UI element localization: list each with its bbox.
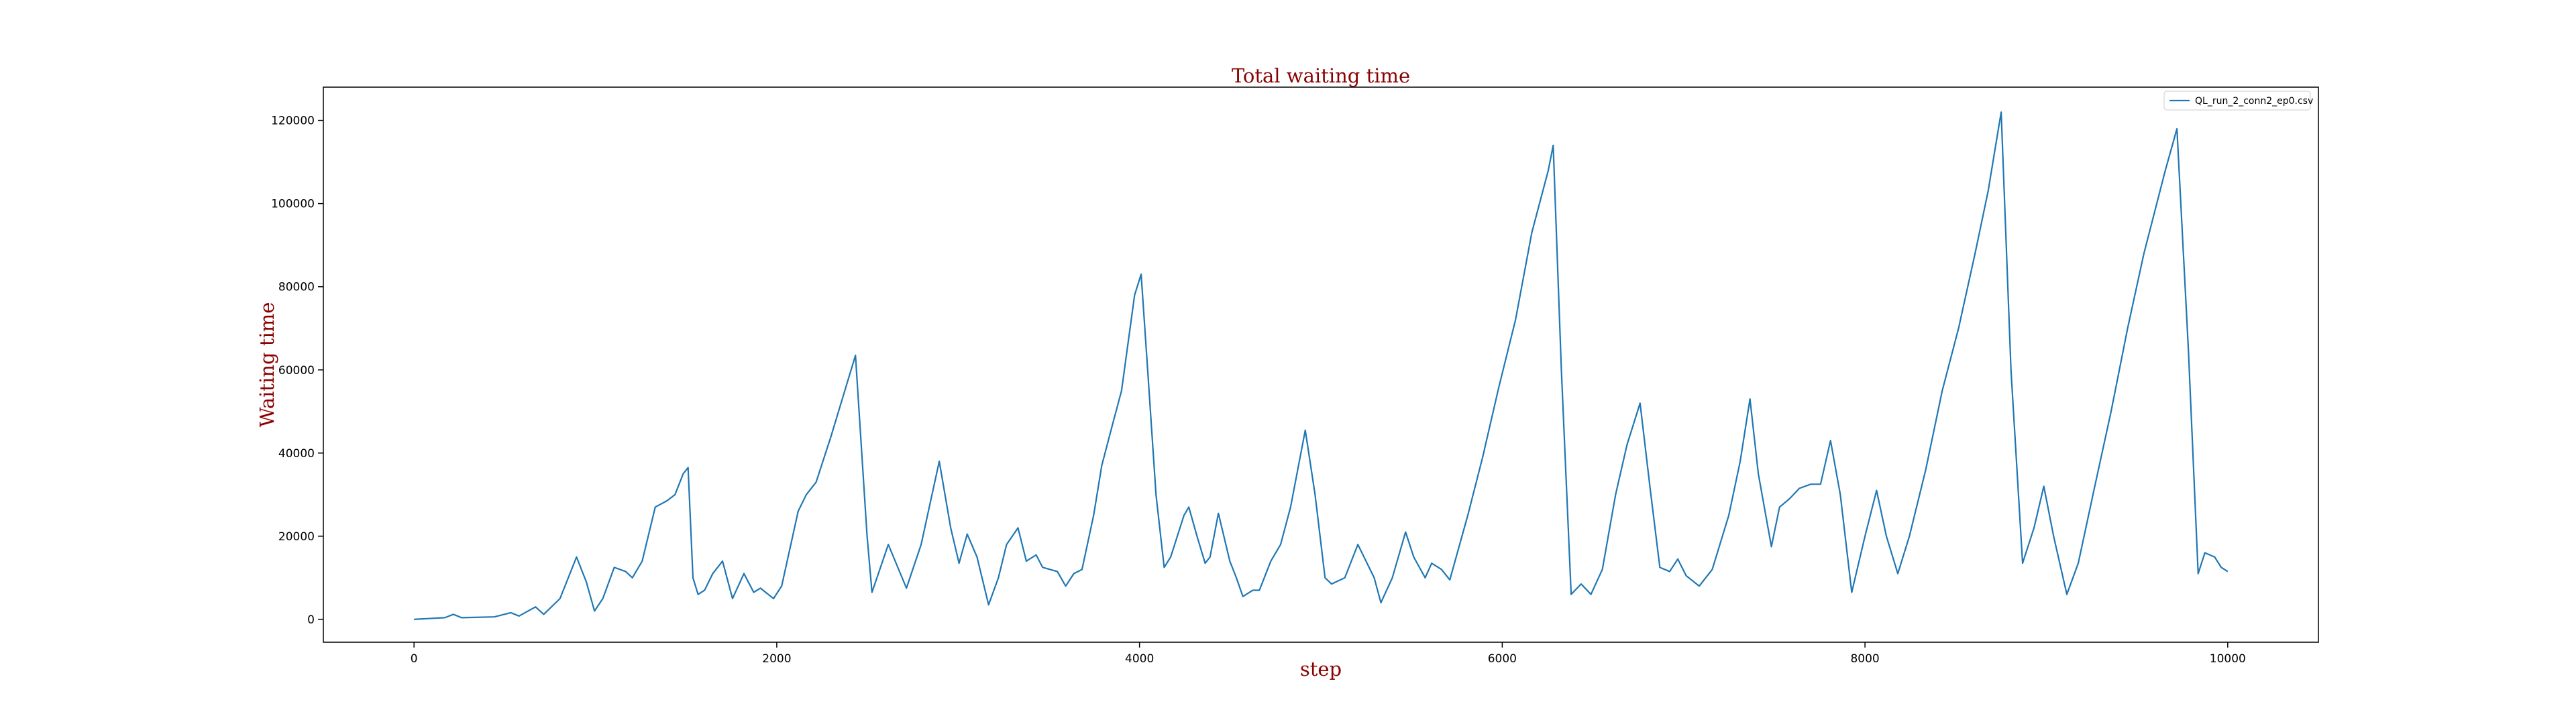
- series-line: [414, 111, 2229, 620]
- x-tick-label: 2000: [762, 652, 791, 666]
- x-axis-label: step: [1300, 658, 1342, 680]
- x-tick-label: 8000: [1850, 652, 1879, 666]
- x-tick-label: 4000: [1125, 652, 1154, 666]
- y-tick-label: 60000: [278, 364, 315, 377]
- x-tick-label: 6000: [1488, 652, 1517, 666]
- x-tick-label: 0: [411, 652, 418, 666]
- x-tick-label: 10000: [2210, 652, 2246, 666]
- y-axis-label: Waiting time: [256, 302, 278, 428]
- legend: QL_run_2_conn2_ep0.csv: [2163, 90, 2313, 111]
- y-tick-label: 100000: [271, 198, 315, 211]
- y-tick-label: 120000: [271, 115, 315, 128]
- y-tick-label: 80000: [278, 281, 315, 294]
- legend-box: [2163, 90, 2311, 111]
- legend-label: QL_run_2_conn2_ep0.csv: [2195, 96, 2313, 107]
- y-tick-label: 0: [307, 613, 315, 627]
- y-tick-label: 40000: [278, 447, 315, 461]
- y-tick-label: 20000: [278, 530, 315, 544]
- axes-frame: [323, 86, 2319, 643]
- chart-title: Total waiting time: [1232, 64, 1410, 87]
